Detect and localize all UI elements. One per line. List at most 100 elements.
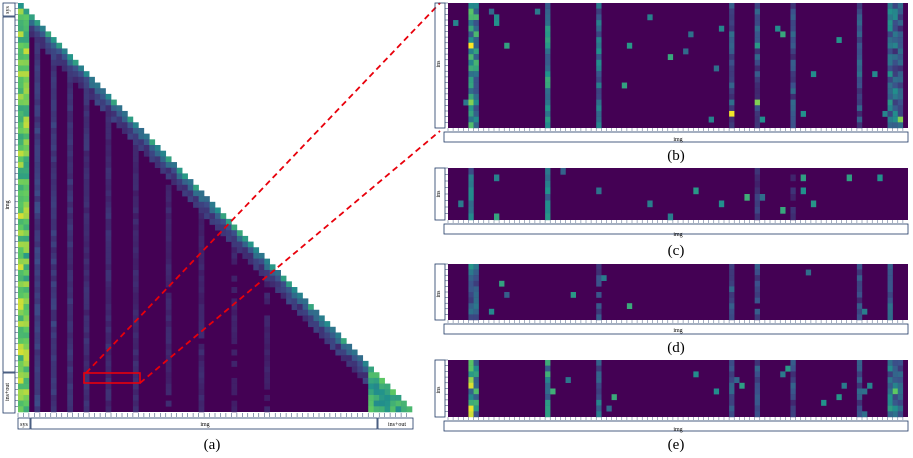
- panel-b-cell: [729, 82, 735, 89]
- panel-e-cell: [473, 365, 479, 372]
- panel-b-cell: [596, 105, 602, 112]
- panel-b-cell: [790, 37, 796, 43]
- panel-a-cell: [313, 326, 320, 333]
- panel-d-cell: [856, 280, 863, 287]
- panel-d-cell: [468, 264, 474, 270]
- panel-b-bottom-axis-box: [443, 131, 909, 143]
- panel-a-cell: [23, 105, 30, 112]
- panel-a-cell: [215, 207, 221, 214]
- panel-e-cell: [729, 394, 735, 401]
- panel-d-cell: [601, 275, 607, 281]
- panel-a-cell: [50, 218, 57, 225]
- panel-e-cell: [596, 405, 602, 412]
- panel-e-cell: [887, 365, 893, 372]
- panel-a-cell: [34, 31, 41, 38]
- panel-a-cell: [50, 224, 57, 231]
- panel-a-cell: [198, 406, 205, 413]
- panel-a-cell: [83, 127, 90, 134]
- panel-a-cell: [132, 400, 139, 407]
- panel-a-cell: [379, 400, 385, 407]
- panel-a-cell: [187, 184, 194, 191]
- panel-a-cell: [242, 241, 249, 248]
- panel-e-cell: [468, 371, 474, 378]
- panel-a-cell: [61, 48, 68, 55]
- panel-b-cell: [626, 42, 633, 49]
- panel-b-cell: [596, 59, 602, 66]
- panel-a-cell: [83, 315, 90, 322]
- panel-a-cell: [231, 298, 238, 305]
- panel-a-cell: [23, 88, 30, 95]
- panel-e-cell: [545, 365, 551, 372]
- panel-a-cell: [264, 326, 271, 333]
- panel-a-cell: [83, 213, 90, 220]
- panel-c-cell: [545, 174, 551, 182]
- panel-a-cell: [34, 292, 41, 299]
- panel-d-cell: [887, 275, 893, 281]
- panel-a-cell: [18, 304, 24, 311]
- panel-d-cell: [473, 269, 479, 276]
- panel-a-cell: [198, 207, 205, 214]
- panel-d-cell: [473, 264, 479, 270]
- panel-e-cell: [729, 360, 735, 366]
- panel-a-cell: [143, 145, 150, 151]
- panel-a-cell: [34, 394, 41, 401]
- panel-a-cell: [286, 281, 292, 288]
- panel-a-cell: [34, 110, 41, 117]
- panel-b-cell: [596, 37, 602, 43]
- panel-d-cell: [473, 286, 479, 293]
- panel-a-cell: [127, 116, 134, 123]
- panel-a-cell: [236, 241, 243, 248]
- panel-a-cell: [264, 298, 271, 305]
- panel-e-cell: [734, 377, 740, 383]
- panel-e-bottom-axis-box: [443, 420, 909, 432]
- panel-a-cell: [231, 247, 238, 254]
- panel-a-cell: [18, 31, 24, 38]
- panel-a-cell: [67, 377, 74, 384]
- panel-a-cell: [61, 65, 68, 72]
- panel-a-cell: [23, 292, 30, 299]
- panel-a-cell: [264, 394, 271, 401]
- panel-b-cell: [729, 99, 735, 106]
- panel-b-cell: [892, 20, 898, 26]
- panel-b-cell: [473, 3, 479, 9]
- panel-a-cell: [198, 269, 205, 276]
- panel-e-cell: [841, 382, 847, 389]
- panel-c-cell: [693, 187, 699, 195]
- panel-b-cell: [473, 99, 479, 106]
- panel-a-cell: [83, 372, 90, 379]
- panel-e-cell: [790, 394, 796, 401]
- panel-a-cell: [286, 292, 292, 299]
- panel-a-cell: [34, 173, 41, 180]
- panel-a-cell: [132, 332, 139, 339]
- panel-a-cell: [34, 258, 41, 265]
- panel-a-cell: [280, 287, 287, 294]
- panel-a-cell: [264, 338, 271, 345]
- panel-a-cell: [23, 321, 30, 328]
- panel-a-cell: [264, 360, 271, 367]
- panel-b-cell: [856, 37, 863, 43]
- panel-b-cell: [856, 110, 863, 117]
- panel-a-bottom-label-img: img: [200, 422, 209, 428]
- panel-a-cell: [34, 406, 41, 413]
- panel-a-cell: [105, 110, 112, 117]
- panel-a-cell: [165, 281, 172, 288]
- panel-a-cell: [247, 252, 254, 259]
- panel-a-cell: [67, 105, 74, 112]
- panel-a-cell: [18, 99, 24, 106]
- panel-d-cell: [473, 297, 479, 304]
- panel-c-bottom-label: img: [673, 232, 682, 238]
- connector-line-bottom: [139, 130, 441, 384]
- panel-e-cell: [596, 388, 602, 395]
- panel-a-cell: [297, 309, 303, 316]
- panel-a-cell: [324, 332, 331, 339]
- panel-d-cell: [596, 264, 602, 270]
- panel-a-cell: [253, 264, 260, 271]
- panel-a-cell: [94, 99, 101, 106]
- panel-c-cell: [800, 187, 806, 195]
- panel-a-cell: [132, 139, 139, 146]
- panel-a-cell: [23, 162, 30, 169]
- panel-a-cell: [165, 389, 172, 396]
- panel-b-cell: [897, 48, 904, 55]
- panel-a-cell: [83, 76, 90, 83]
- panel-c-cell: [468, 213, 474, 221]
